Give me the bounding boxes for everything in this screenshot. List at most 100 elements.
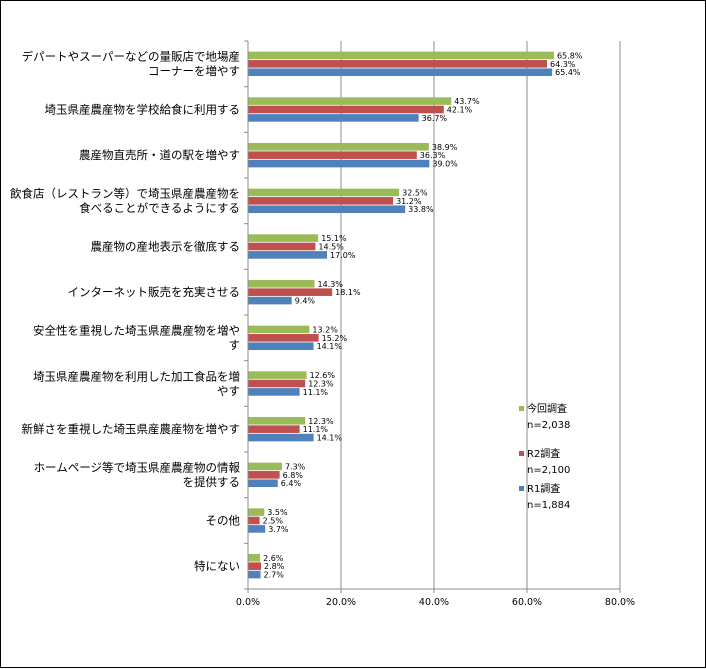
bar	[248, 142, 429, 151]
category-label-line: ホームページ等で埼玉県産農産物の情報	[34, 461, 241, 475]
bar	[248, 570, 261, 579]
bar	[248, 525, 266, 533]
bar	[248, 508, 265, 516]
category-label: 新鮮さを重視した埼玉県産農産物を増やす	[22, 422, 241, 436]
bar	[248, 105, 444, 114]
data-label: 9.4%	[295, 297, 316, 306]
axes	[244, 40, 621, 593]
category-label-line: 農産物直売所・道の駅を増やす	[79, 148, 240, 162]
data-label: 32.5%	[402, 188, 428, 197]
legend-label: R2調査	[527, 447, 560, 460]
data-label: 13.2%	[312, 325, 338, 334]
category-label: 埼玉県産農産物を学校給食に利用する	[45, 103, 241, 117]
x-tick-label: 20.0%	[326, 597, 356, 608]
bar	[248, 188, 400, 197]
category-label: 安全性を重視した埼玉県産農産物を増やす	[33, 324, 240, 353]
data-label: 2.5%	[263, 517, 284, 526]
data-label: 14.3%	[317, 280, 343, 289]
bar	[248, 416, 306, 425]
data-label: 64.3%	[550, 60, 576, 69]
data-label: 12.3%	[308, 380, 334, 389]
category-label-line: 安全性を重視した埼玉県産農産物を増や	[33, 324, 240, 338]
bar	[248, 205, 406, 214]
bar	[248, 371, 307, 379]
category-label: 飲食店（レストラン等）で埼玉県産農産物を食べることができるようにする	[10, 187, 240, 216]
category-label-line: コーナーを増やす	[148, 64, 240, 78]
legend-n: n=1,884	[527, 500, 570, 511]
data-label: 2.8%	[264, 562, 285, 571]
bar	[248, 379, 306, 388]
category-label-line: やす	[217, 384, 240, 398]
data-label: 14.1%	[317, 342, 343, 351]
data-label: 15.1%	[321, 234, 347, 243]
data-label: 7.3%	[285, 462, 306, 471]
data-label: 43.7%	[454, 97, 480, 106]
data-label: 33.8%	[408, 205, 434, 214]
data-label: 2.6%	[263, 554, 284, 563]
legend-swatch	[519, 406, 524, 411]
category-label-line: その他	[206, 514, 241, 528]
bar	[248, 388, 300, 396]
bar	[248, 51, 554, 60]
data-label: 6.8%	[283, 471, 304, 480]
category-label: 埼玉県産農産物を利用した加工食品を増やす	[33, 369, 240, 398]
bar	[248, 242, 316, 251]
data-label: 39.0%	[432, 160, 458, 169]
category-label-line: デパートやスーパーなどの量販店で地場産	[22, 50, 240, 64]
data-label: 65.4%	[555, 68, 581, 77]
bar	[248, 251, 328, 259]
category-label: インターネット販売を充実させる	[68, 285, 241, 299]
category-label: 農産物直売所・道の駅を増やす	[79, 148, 240, 162]
data-label: 31.2%	[396, 197, 422, 206]
data-label: 36.7%	[422, 114, 448, 123]
data-label: 65.8%	[557, 51, 583, 60]
category-label-line: 新鮮さを重視した埼玉県産農産物を増やす	[22, 422, 241, 436]
bar	[248, 471, 280, 479]
category-label-line: 食べることができるようにする	[79, 201, 240, 215]
category-label-line: を提供する	[183, 475, 241, 489]
bar	[248, 425, 300, 433]
bar	[248, 159, 430, 168]
bar	[248, 234, 319, 242]
legend-swatch	[519, 451, 524, 456]
legend-label: 今回調査	[527, 402, 567, 415]
data-label: 15.2%	[322, 334, 348, 343]
data-label: 14.5%	[318, 243, 344, 252]
bar	[248, 462, 282, 471]
data-label: 11.1%	[303, 388, 329, 397]
data-label: 3.7%	[268, 525, 289, 534]
data-label: 12.3%	[308, 417, 334, 426]
category-label: 特にない	[194, 559, 240, 573]
category-label: デパートやスーパーなどの量販店で地場産コーナーを増やす	[22, 50, 240, 79]
legend-n: n=2,038	[527, 420, 570, 431]
data-label: 38.9%	[432, 143, 458, 152]
bar	[248, 288, 333, 296]
legend-swatch	[519, 486, 524, 491]
legend: 今回調査 n=2,038 R2調査 n=2,100 R1調査 n=1,884	[519, 402, 570, 511]
category-label-line: 特にない	[194, 559, 240, 573]
category-label: その他	[206, 514, 241, 528]
data-label: 3.5%	[267, 508, 288, 517]
category-label-line: 埼玉県産農産物を学校給食に利用する	[45, 103, 241, 117]
data-label: 12.6%	[310, 371, 336, 380]
category-label-line: 埼玉県産農産物を利用した加工食品を増	[33, 369, 240, 383]
data-label: 2.7%	[264, 571, 285, 580]
data-label: 42.1%	[447, 106, 473, 115]
bar	[248, 60, 547, 68]
bar	[248, 433, 314, 442]
data-label: 14.1%	[317, 434, 343, 443]
bars: 65.8%64.3%65.4% 43.7%42.1%36.7% 38.9%36.3%…	[248, 51, 583, 580]
bar	[248, 553, 261, 562]
x-tick-labels: 0.0% 20.0% 40.0% 60.0% 80.0%	[236, 597, 635, 608]
bar	[248, 516, 260, 525]
category-label-line: 飲食店（レストラン等）で埼玉県産農産物を	[10, 187, 240, 201]
data-label: 18.1%	[335, 288, 361, 297]
bar	[248, 114, 419, 122]
gridlines	[340, 41, 621, 589]
data-label: 11.1%	[303, 425, 329, 434]
bar	[248, 279, 315, 288]
data-label: 6.4%	[281, 479, 302, 488]
data-label: 17.0%	[330, 251, 356, 260]
